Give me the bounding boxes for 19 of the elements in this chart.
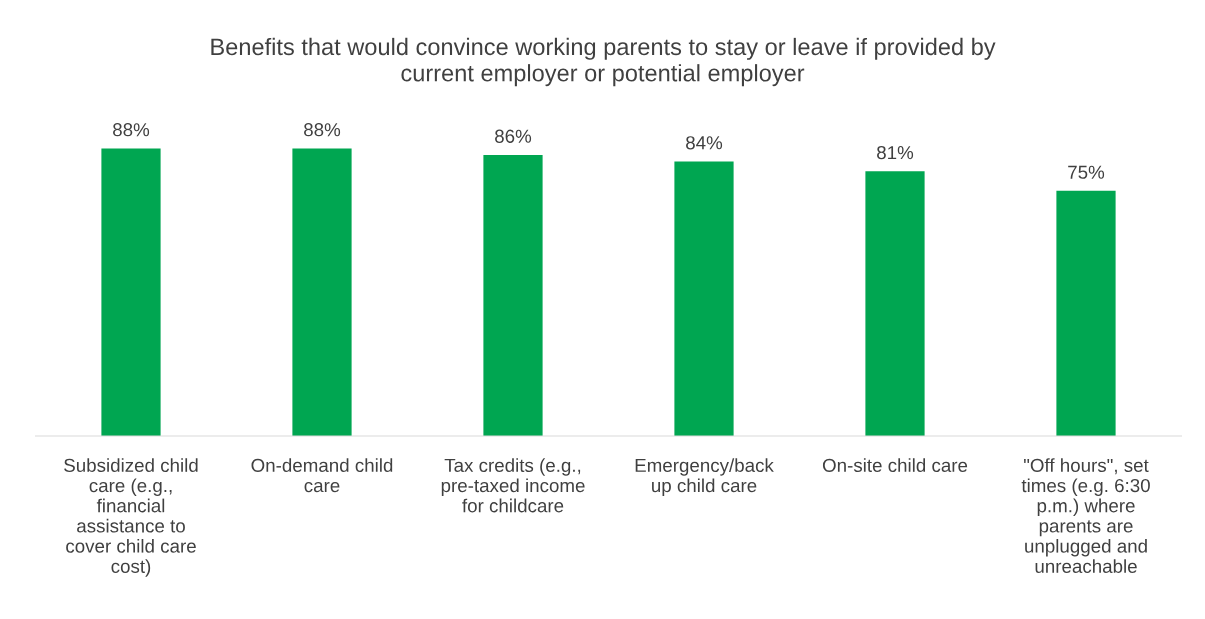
x-tick-label: Emergency/back up child care [635,458,774,496]
data-label: 86% [495,129,532,143]
data-label: 81% [877,145,914,160]
bar [101,148,161,436]
chart-title: Benefits that would convince working parents to stay or leave if provided by current employer or potential employer [211,37,996,87]
x-tick-label: On-site child care [822,458,968,472]
x-tick-label: Subsidized child care (e.g., financial assistance to cover child care cost) [64,458,198,577]
data-label: 88% [113,123,150,137]
x-tick-label: Tax credits (e.g., pre-taxed income for childcare [441,458,585,513]
bar [674,161,734,436]
bar [292,148,352,436]
x-tick-label: On-demand child care [251,458,393,493]
data-label: 75% [1068,165,1105,179]
data-label: 84% [686,136,723,150]
bar [865,171,925,436]
bar [1056,190,1116,436]
x-tick-label: "Off hours", set times (e.g. 6:30 p.m.) where parents are unplugged and unreachable [1021,458,1150,573]
bar [483,154,543,436]
data-label: 88% [304,123,341,137]
